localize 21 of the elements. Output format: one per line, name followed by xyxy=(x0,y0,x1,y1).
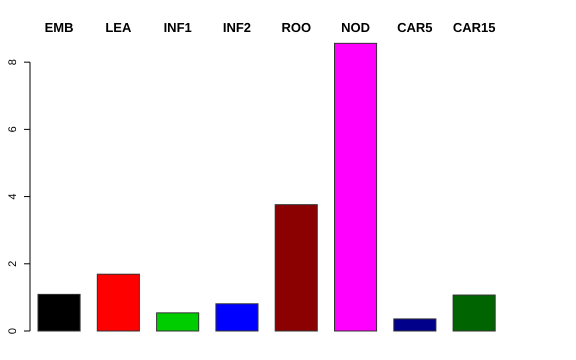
x-tick-label: ROO xyxy=(281,20,312,35)
y-tick-label: 4 xyxy=(7,194,19,200)
bar xyxy=(274,204,318,332)
x-tick-label: LEA xyxy=(105,20,132,35)
y-tick-label: 2 xyxy=(7,260,19,267)
bar xyxy=(452,294,496,332)
y-tick-label: 6 xyxy=(7,126,19,132)
bar xyxy=(156,312,200,332)
x-tick-label: INF2 xyxy=(222,20,252,35)
bar xyxy=(96,274,140,332)
x-tick-label: CAR5 xyxy=(397,20,433,35)
bar xyxy=(38,294,81,332)
y-tick-label: 8 xyxy=(7,59,19,66)
y-tick-label: 0 xyxy=(7,328,19,334)
bar xyxy=(215,303,258,332)
x-tick-label: NOD xyxy=(341,20,370,35)
x-tick-label: INF1 xyxy=(164,20,192,35)
x-tick-label: CAR15 xyxy=(452,20,496,35)
bar xyxy=(334,42,378,332)
bar xyxy=(393,318,436,332)
x-tick-label: EMB xyxy=(44,20,74,35)
